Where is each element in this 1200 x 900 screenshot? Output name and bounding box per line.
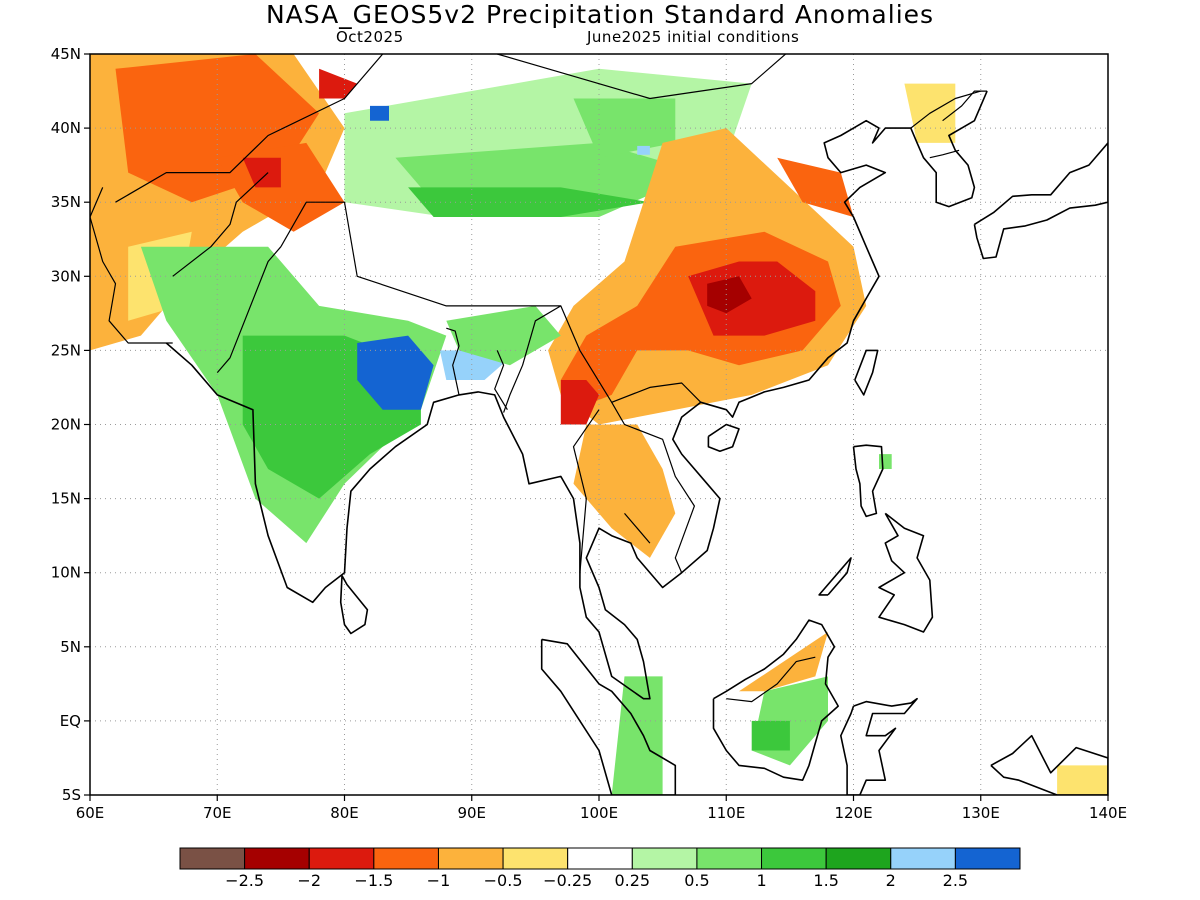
anomaly-region <box>707 276 752 314</box>
lat-tick-label: 20N <box>51 416 81 434</box>
coastline <box>878 512 934 633</box>
colorbar-label: 0.5 <box>684 871 709 890</box>
colorbar-swatch <box>696 847 763 870</box>
country-border <box>494 350 508 411</box>
country-border <box>910 90 981 129</box>
axis-ticks: 60E 70E 80E 90E 100E 110E 120E 130E 140E 45N 40N 35… <box>51 45 1127 822</box>
forecast-month-label: Oct2025 <box>336 28 404 46</box>
colorbar-label: 0.25 <box>614 871 650 890</box>
colorbar-label: 1 <box>756 871 766 890</box>
lon-tick-label: 60E <box>76 804 105 822</box>
colorbar-swatch <box>825 847 892 870</box>
colorbar-swatch <box>373 847 439 870</box>
coastline <box>990 734 1108 795</box>
country-border <box>115 54 384 203</box>
country-border <box>624 513 651 544</box>
coastline <box>839 697 918 795</box>
lat-tick-label: 30N <box>51 267 81 285</box>
anomaly-region <box>319 68 358 99</box>
lat-tick-label: EQ <box>60 712 81 730</box>
coastline <box>165 90 988 700</box>
colorbar-label: −1 <box>427 871 451 890</box>
coastline <box>707 423 740 453</box>
country-border <box>280 201 702 403</box>
colorbar-label: −0.25 <box>543 871 592 890</box>
colorbar-swatch <box>954 847 1021 870</box>
anomaly-region <box>879 454 892 469</box>
colorbar-label: −0.5 <box>484 871 523 890</box>
lon-tick-label: 120E <box>834 804 872 822</box>
country-border <box>496 54 787 100</box>
country-border <box>90 187 173 344</box>
lon-tick-label: 90E <box>457 804 486 822</box>
coastline <box>973 142 1108 260</box>
colorbar-swatch <box>631 847 698 870</box>
colorbar-swatch <box>308 847 375 870</box>
lat-tick-label: 15N <box>51 490 81 508</box>
lat-tick-label: 40N <box>51 119 81 137</box>
anomaly-region <box>573 98 676 158</box>
country-borders <box>90 54 988 703</box>
lat-tick-label: 35N <box>51 193 81 211</box>
country-border <box>216 246 282 373</box>
coastline <box>818 557 852 596</box>
colorbar-swatch <box>179 847 246 870</box>
colorbar-swatch <box>761 847 827 870</box>
coastline <box>854 349 879 396</box>
country-border <box>726 656 816 703</box>
anomaly-region <box>560 380 599 425</box>
colorbar-swatch <box>437 847 504 870</box>
colorbar-swatch <box>502 847 569 870</box>
colorbar-label: 1.5 <box>813 871 838 890</box>
anomaly-region <box>751 720 790 751</box>
anomaly-region <box>408 187 650 217</box>
colorbar-label: −2.5 <box>225 871 264 890</box>
country-border <box>929 149 960 159</box>
lat-tick-label: 5S <box>62 786 81 804</box>
country-border <box>172 172 269 277</box>
colorbar-swatch <box>890 847 956 870</box>
colorbar-label: 2 <box>886 871 896 890</box>
country-border <box>503 305 562 413</box>
lat-tick-label: 5N <box>60 638 81 656</box>
lon-tick-label: 80E <box>330 804 359 822</box>
lat-tick-label: 10N <box>51 564 81 582</box>
coastline <box>712 619 840 782</box>
map-title: NASA_GEOS5v2 Precipitation Standard Anom… <box>265 0 935 29</box>
anomaly-region <box>637 145 650 155</box>
anomaly-region <box>242 157 281 188</box>
country-border <box>446 327 460 396</box>
colorbar-label: −1.5 <box>354 871 393 890</box>
initial-conditions-label: June2025 initial conditions <box>587 28 800 46</box>
coastline <box>339 575 369 635</box>
coastline <box>852 444 884 518</box>
anomaly-region <box>357 335 434 410</box>
anomaly-region <box>573 424 676 558</box>
anomaly-region <box>777 157 854 217</box>
country-border <box>572 409 600 573</box>
lat-tick-label: 45N <box>51 45 81 63</box>
lat-tick-label: 25N <box>51 341 81 359</box>
lon-tick-label: 140E <box>1089 804 1127 822</box>
anomaly-region <box>688 261 816 336</box>
anomaly-region <box>370 105 389 121</box>
anomaly-region <box>1057 765 1108 795</box>
lon-tick-label: 70E <box>203 804 232 822</box>
lon-tick-label: 130E <box>962 804 1000 822</box>
lon-tick-label: 110E <box>707 804 745 822</box>
country-border <box>611 402 696 573</box>
colorbar-swatch <box>244 847 310 870</box>
anomaly-region <box>446 305 561 366</box>
coastline <box>540 638 677 795</box>
colorbar-label: 2.5 <box>943 871 968 890</box>
colorbar-swatch <box>567 847 633 870</box>
colorbar-label: −2 <box>297 871 321 890</box>
lon-tick-label: 100E <box>580 804 618 822</box>
colorbar: −2.5 −2 −1.5 −1 −0.5 −0.25 0.25 0.5 1 1.5 2 2.5 <box>179 847 1021 890</box>
coastlines <box>165 90 1108 795</box>
